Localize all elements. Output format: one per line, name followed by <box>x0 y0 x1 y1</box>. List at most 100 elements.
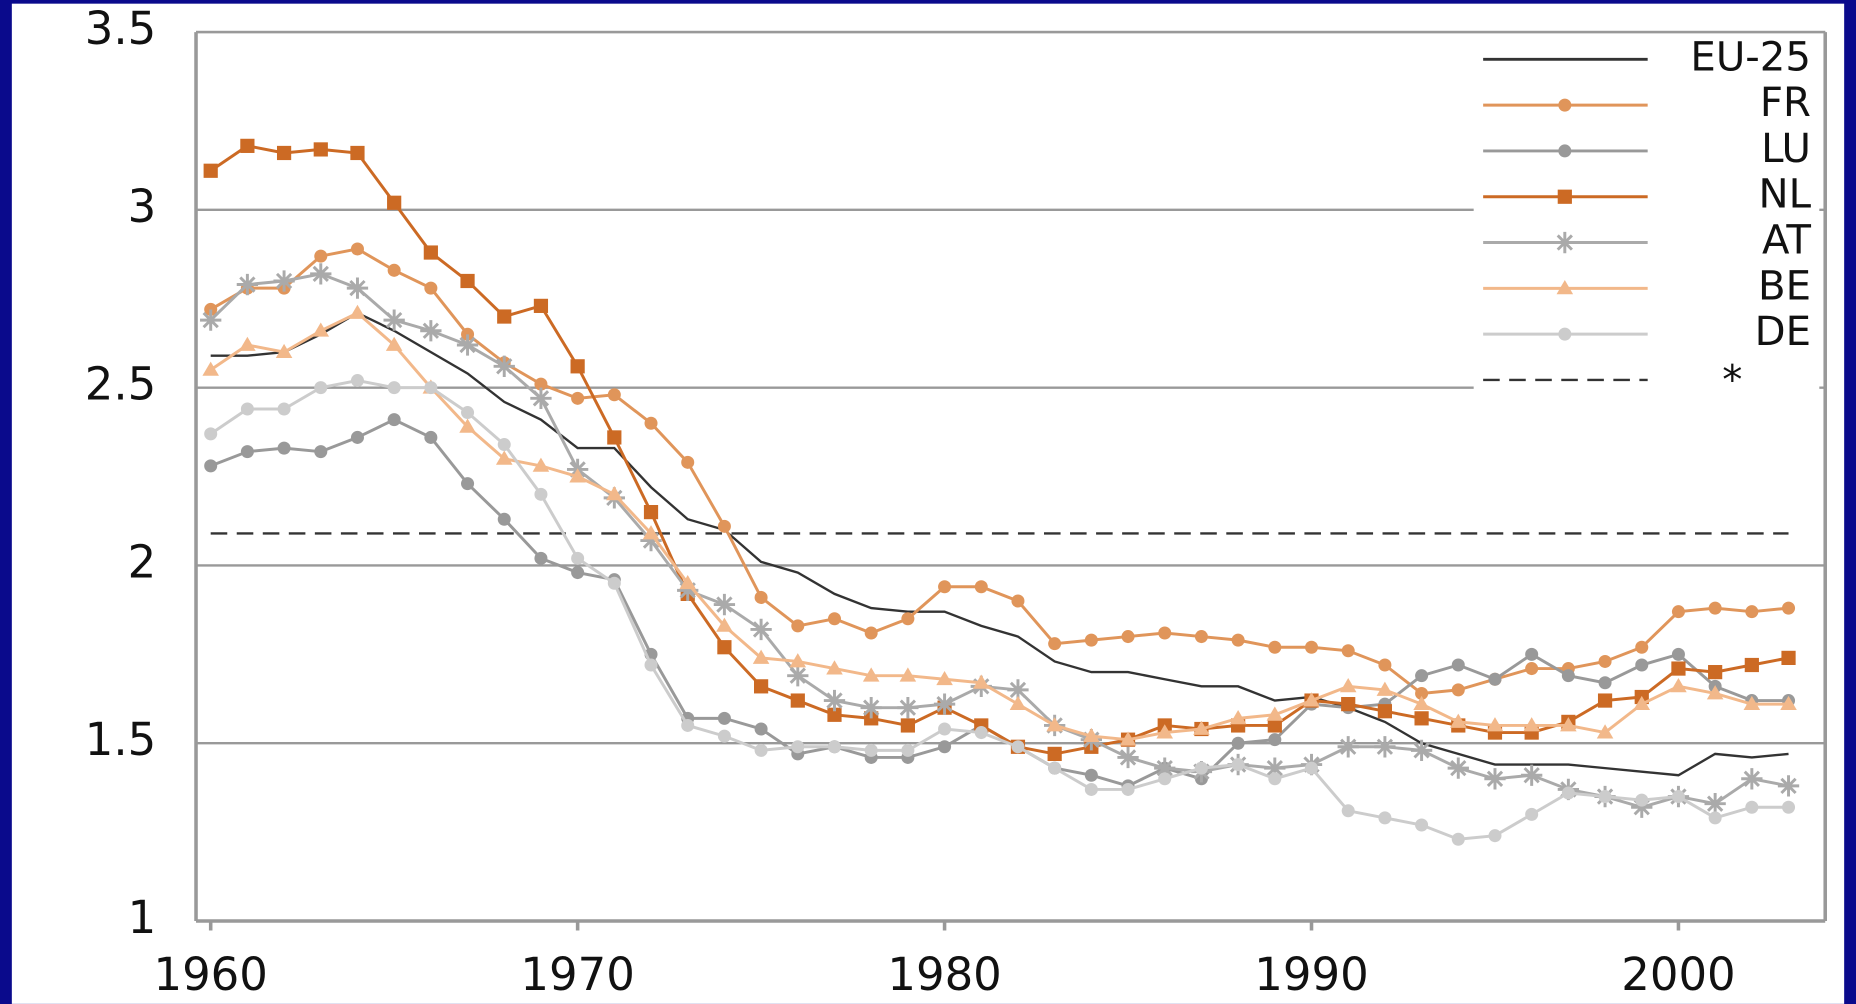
marker <box>1084 633 1098 647</box>
x-tick-label: 1990 <box>1254 948 1368 1001</box>
marker <box>200 309 222 331</box>
x-tick-label: 1970 <box>520 948 634 1001</box>
marker <box>864 711 879 726</box>
marker <box>754 722 768 736</box>
marker <box>1704 793 1726 815</box>
marker <box>204 302 218 316</box>
marker <box>752 649 770 664</box>
marker <box>899 667 917 682</box>
marker <box>1554 231 1576 254</box>
marker <box>534 377 548 391</box>
marker <box>387 413 401 427</box>
marker <box>277 441 291 455</box>
marker <box>1048 637 1062 651</box>
marker <box>897 697 919 719</box>
marker <box>461 406 475 420</box>
marker <box>424 430 438 444</box>
marker <box>716 617 733 632</box>
x-tick-label: 1980 <box>887 948 1001 1001</box>
y-tick-label: 2 <box>128 535 157 588</box>
marker <box>236 273 259 296</box>
marker <box>1377 704 1392 719</box>
series <box>204 242 1796 700</box>
marker <box>938 722 952 736</box>
marker <box>1525 807 1539 821</box>
marker <box>717 640 732 655</box>
marker <box>607 430 622 445</box>
marker <box>900 718 915 733</box>
marker <box>456 334 479 356</box>
marker <box>1376 681 1394 696</box>
marker <box>640 529 662 552</box>
marker <box>1009 695 1027 711</box>
marker <box>530 387 552 409</box>
marker <box>1558 144 1572 158</box>
marker <box>1451 832 1465 846</box>
marker <box>1231 758 1245 772</box>
marker <box>644 416 658 430</box>
marker <box>424 281 438 295</box>
marker <box>1631 796 1653 818</box>
marker <box>681 455 695 469</box>
y-tick-label: 2.5 <box>85 358 157 411</box>
marker <box>1561 786 1575 800</box>
marker <box>1451 683 1465 697</box>
marker <box>1777 775 1800 797</box>
legend-label: DE <box>1755 309 1811 355</box>
marker <box>1305 640 1319 654</box>
marker <box>862 667 880 682</box>
marker <box>1268 640 1282 654</box>
marker <box>1598 790 1612 804</box>
marker <box>1741 768 1763 790</box>
marker <box>387 195 402 210</box>
y-tick-label: 3.5 <box>85 2 157 55</box>
marker <box>754 743 768 757</box>
marker <box>1671 790 1685 804</box>
marker <box>644 658 658 672</box>
marker <box>349 304 366 319</box>
marker <box>860 697 882 719</box>
marker <box>1378 811 1392 825</box>
marker <box>790 693 805 708</box>
marker <box>1378 658 1392 672</box>
marker <box>383 309 405 331</box>
marker <box>1156 724 1174 739</box>
marker <box>275 343 293 359</box>
marker <box>1374 736 1396 758</box>
marker <box>1744 657 1759 673</box>
marker <box>679 574 696 590</box>
marker <box>459 418 476 433</box>
marker <box>1635 640 1649 654</box>
y-tick-label: 1.5 <box>85 713 157 766</box>
marker <box>1268 772 1282 786</box>
marker <box>642 525 660 540</box>
marker <box>1561 669 1575 683</box>
marker <box>1158 626 1172 640</box>
marker <box>1007 679 1029 701</box>
marker <box>901 743 915 757</box>
marker <box>1670 678 1687 693</box>
marker <box>1193 720 1210 735</box>
marker <box>1488 829 1502 843</box>
marker <box>1268 733 1282 747</box>
marker <box>787 665 809 687</box>
marker <box>532 457 550 472</box>
marker <box>901 612 915 626</box>
marker <box>1121 630 1135 644</box>
marker <box>1451 658 1465 672</box>
marker <box>277 402 291 416</box>
marker <box>239 336 256 351</box>
marker <box>933 693 956 715</box>
marker <box>1706 685 1724 700</box>
marker <box>750 618 772 641</box>
marker <box>1557 189 1572 204</box>
marker <box>534 551 548 565</box>
marker <box>972 674 990 689</box>
marker <box>424 381 438 395</box>
marker <box>1597 693 1613 708</box>
marker <box>1525 662 1539 676</box>
marker <box>420 320 442 342</box>
marker <box>1341 644 1355 658</box>
